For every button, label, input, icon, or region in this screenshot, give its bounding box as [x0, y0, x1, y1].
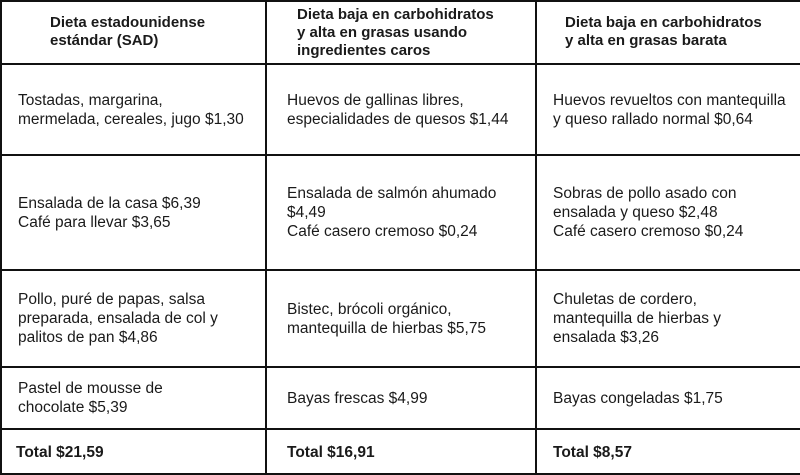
table-cell-breakfast-cheap: Huevos revueltos con mantequilla y queso…	[537, 65, 800, 156]
table-cell-dinner-cheap: Chuletas de cordero, mantequilla de hier…	[537, 271, 800, 368]
table-cell-dessert-sad: Pastel de mousse de chocolate $5,39	[2, 368, 267, 430]
table-cell-dinner-sad: Pollo, puré de papas, salsa preparada, e…	[2, 271, 267, 368]
table-cell-dessert-cheap: Bayas congeladas $1,75	[537, 368, 800, 430]
header-sad: Dieta estadounidense estándar (SAD)	[2, 2, 267, 65]
header-cheap-lchf: Dieta baja en carbohidratos y alta en gr…	[537, 2, 800, 65]
total-cheap-lchf: Total $8,57	[553, 444, 632, 461]
table-cell-dinner-expensive: Bistec, brócoli orgánico, mantequilla de…	[267, 271, 537, 368]
table-cell-lunch-expensive: Ensalada de salmón ahumado $4,49 Café ca…	[267, 156, 537, 271]
header-expensive-lchf: Dieta baja en carbohidratos y alta en gr…	[267, 2, 537, 65]
total-expensive-lchf: Total $16,91	[267, 430, 537, 475]
table-cell-lunch-sad: Ensalada de la casa $6,39 Café para llev…	[2, 156, 267, 271]
table-cell-dessert-expensive: Bayas frescas $4,99	[267, 368, 537, 430]
table-cell-breakfast-sad: Tostadas, margarina, mermelada, cereales…	[2, 65, 267, 156]
total-sad: Total $21,59	[2, 430, 267, 475]
table-cell-breakfast-expensive: Huevos de gallinas libres, especialidade…	[267, 65, 537, 156]
table-cell-lunch-cheap: Sobras de pollo asado con ensalada y que…	[537, 156, 800, 271]
